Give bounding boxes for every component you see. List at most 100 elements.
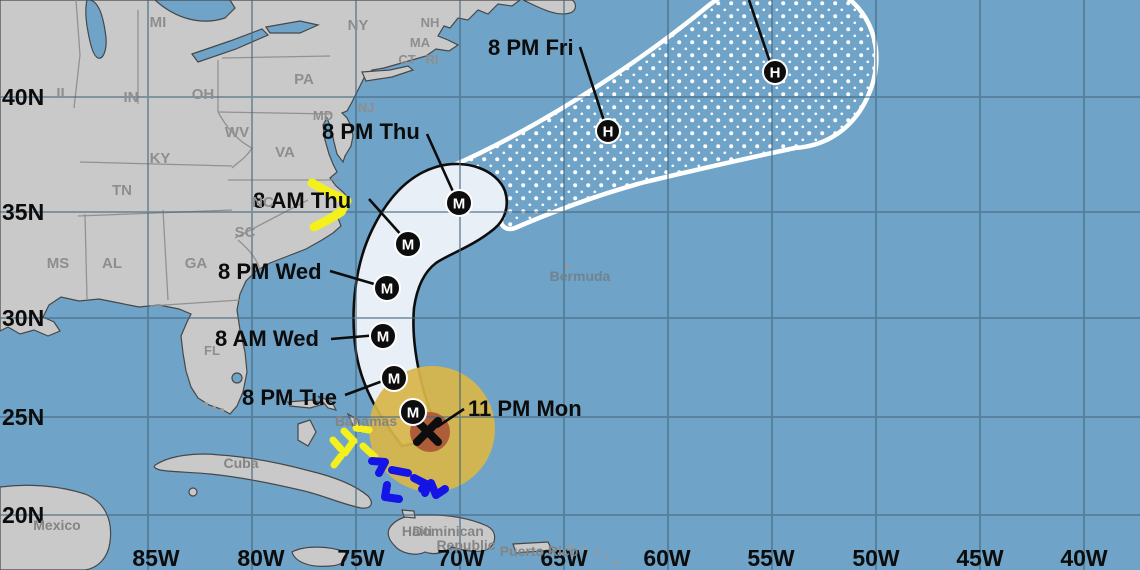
lon-75w: 75W	[337, 545, 385, 570]
state-border-lines	[73, 0, 340, 307]
ts-warning-segments	[368, 457, 449, 503]
land-puerto-rico	[512, 541, 553, 554]
marker-letter: H	[770, 65, 781, 82]
forecast-point-8am-tue: M	[399, 398, 427, 426]
lake-okeechobee	[231, 372, 243, 384]
forecast-point-8am-wed: M	[369, 322, 397, 350]
landmass-group	[0, 0, 617, 570]
state-il: IL	[56, 85, 69, 102]
state-ny: NY	[348, 17, 369, 34]
label-8pm-thu: 8 PM Thu	[322, 119, 420, 144]
state-nh: NH	[421, 15, 440, 30]
marker-letter: M	[453, 196, 466, 213]
leader-11pm-mon	[436, 407, 465, 429]
small-islands	[204, 263, 617, 564]
label-11pm-mon: 11 PM Mon	[468, 396, 582, 421]
state-mi: MI	[150, 14, 167, 31]
place-bermuda: Bermuda	[550, 268, 611, 284]
place-republic: Republic	[436, 537, 495, 553]
leader-8pm-thu	[425, 133, 457, 197]
forecast-point-8pm-wed: M	[373, 274, 401, 302]
state-nj: NJ	[358, 100, 375, 115]
state-md: MD	[313, 108, 333, 123]
land-yucatan	[0, 484, 112, 570]
state-ma: MA	[410, 35, 431, 50]
forecast-point-8pm-fri: H	[595, 118, 621, 144]
leader-8pm-wed	[329, 269, 382, 288]
bermuda-island-dot	[564, 263, 570, 269]
place-cuba: Cuba	[224, 455, 259, 471]
lake-huron	[154, 0, 236, 22]
state-va: VA	[275, 144, 295, 161]
state-oh: OH	[192, 86, 215, 103]
marker-letter: M	[388, 371, 401, 388]
latitude-labels: 40N 35N 30N 25N 20N	[2, 84, 44, 528]
forecast-point-markers: M M M M M M H H	[369, 59, 788, 426]
state-al: AL	[102, 255, 122, 272]
lon-80w: 80W	[237, 545, 285, 570]
label-8am-wed: 8 AM Wed	[215, 326, 319, 351]
place-labels: Bermuda Bahamas Cuba Mexico Haiti Domini…	[33, 268, 610, 559]
marker-letter: M	[377, 329, 390, 346]
time-labels: 11 PM Mon 8 PM Tue 8 AM Wed 8 PM Wed 8 A…	[215, 35, 582, 421]
state-in: IN	[124, 89, 139, 106]
lon-60w: 60W	[643, 545, 691, 570]
isle-of-youth	[188, 487, 198, 497]
label-8am-thu: 8 AM Thu	[253, 188, 351, 213]
leader-8pm-fri	[578, 46, 606, 122]
label-8pm-fri: 8 PM Fri	[488, 35, 574, 60]
ts-watch-segments	[307, 178, 352, 232]
state-sc: SC	[235, 224, 256, 241]
lon-65w: 65W	[540, 545, 588, 570]
forecast-point-8pm-tue: M	[380, 364, 408, 392]
lat-35n: 35N	[2, 199, 44, 225]
current-position-x-icon	[413, 417, 442, 446]
state-ri: RI	[426, 52, 439, 67]
forecast-point-8pm-thu: M	[445, 189, 473, 217]
land-jamaica	[291, 546, 348, 567]
land-long-island	[361, 65, 415, 82]
leader-offscreen-point	[747, 0, 772, 63]
lake-erie	[191, 28, 270, 63]
land-great-inagua	[401, 509, 416, 519]
state-fl: FL	[204, 343, 220, 358]
state-labels: MI NY NH MA CT RI PA NJ OH IN IL MD WV V…	[47, 14, 440, 358]
lon-85w: 85W	[132, 545, 180, 570]
place-haiti: Haiti	[402, 523, 432, 539]
lon-70w: 70W	[437, 545, 485, 570]
longitude-labels: 85W 80W 75W 70W 65W 60W 55W 50W 45W 40W	[132, 545, 1108, 570]
state-ga: GA	[185, 255, 208, 272]
state-wv: WV	[225, 124, 249, 141]
marker-letter: H	[603, 124, 614, 141]
state-ct: CT	[398, 52, 415, 67]
place-puerto-rico: Puerto Rico	[500, 543, 579, 559]
forecast-point-sat: H	[762, 59, 788, 85]
land-cuba	[153, 453, 372, 509]
state-pa: PA	[294, 71, 314, 88]
forecast-point-8am-thu: M	[394, 230, 422, 258]
bahamas-islands	[287, 395, 376, 452]
state-tn: TN	[112, 182, 132, 199]
leader-8am-thu	[368, 198, 404, 238]
lon-55w: 55W	[747, 545, 795, 570]
marker-letter: M	[402, 237, 415, 254]
label-8pm-tue: 8 PM Tue	[242, 385, 337, 410]
place-dominican: Dominican	[412, 523, 484, 539]
lat-25n: 25N	[2, 404, 44, 430]
state-ky: KY	[150, 150, 171, 167]
lon-45w: 45W	[956, 545, 1004, 570]
lon-40w: 40W	[1060, 545, 1108, 570]
state-ms: MS	[47, 255, 70, 272]
place-bahamas: Bahamas	[335, 413, 397, 429]
land-nova-scotia	[522, 0, 577, 15]
leader-lines	[329, 0, 772, 429]
place-mexico: Mexico	[33, 517, 80, 533]
ts-watch-bahamas	[329, 424, 379, 469]
lake-ontario	[264, 20, 320, 34]
lat-40n: 40N	[2, 84, 44, 110]
lake-michigan	[85, 0, 107, 59]
marker-letter: M	[407, 405, 420, 422]
